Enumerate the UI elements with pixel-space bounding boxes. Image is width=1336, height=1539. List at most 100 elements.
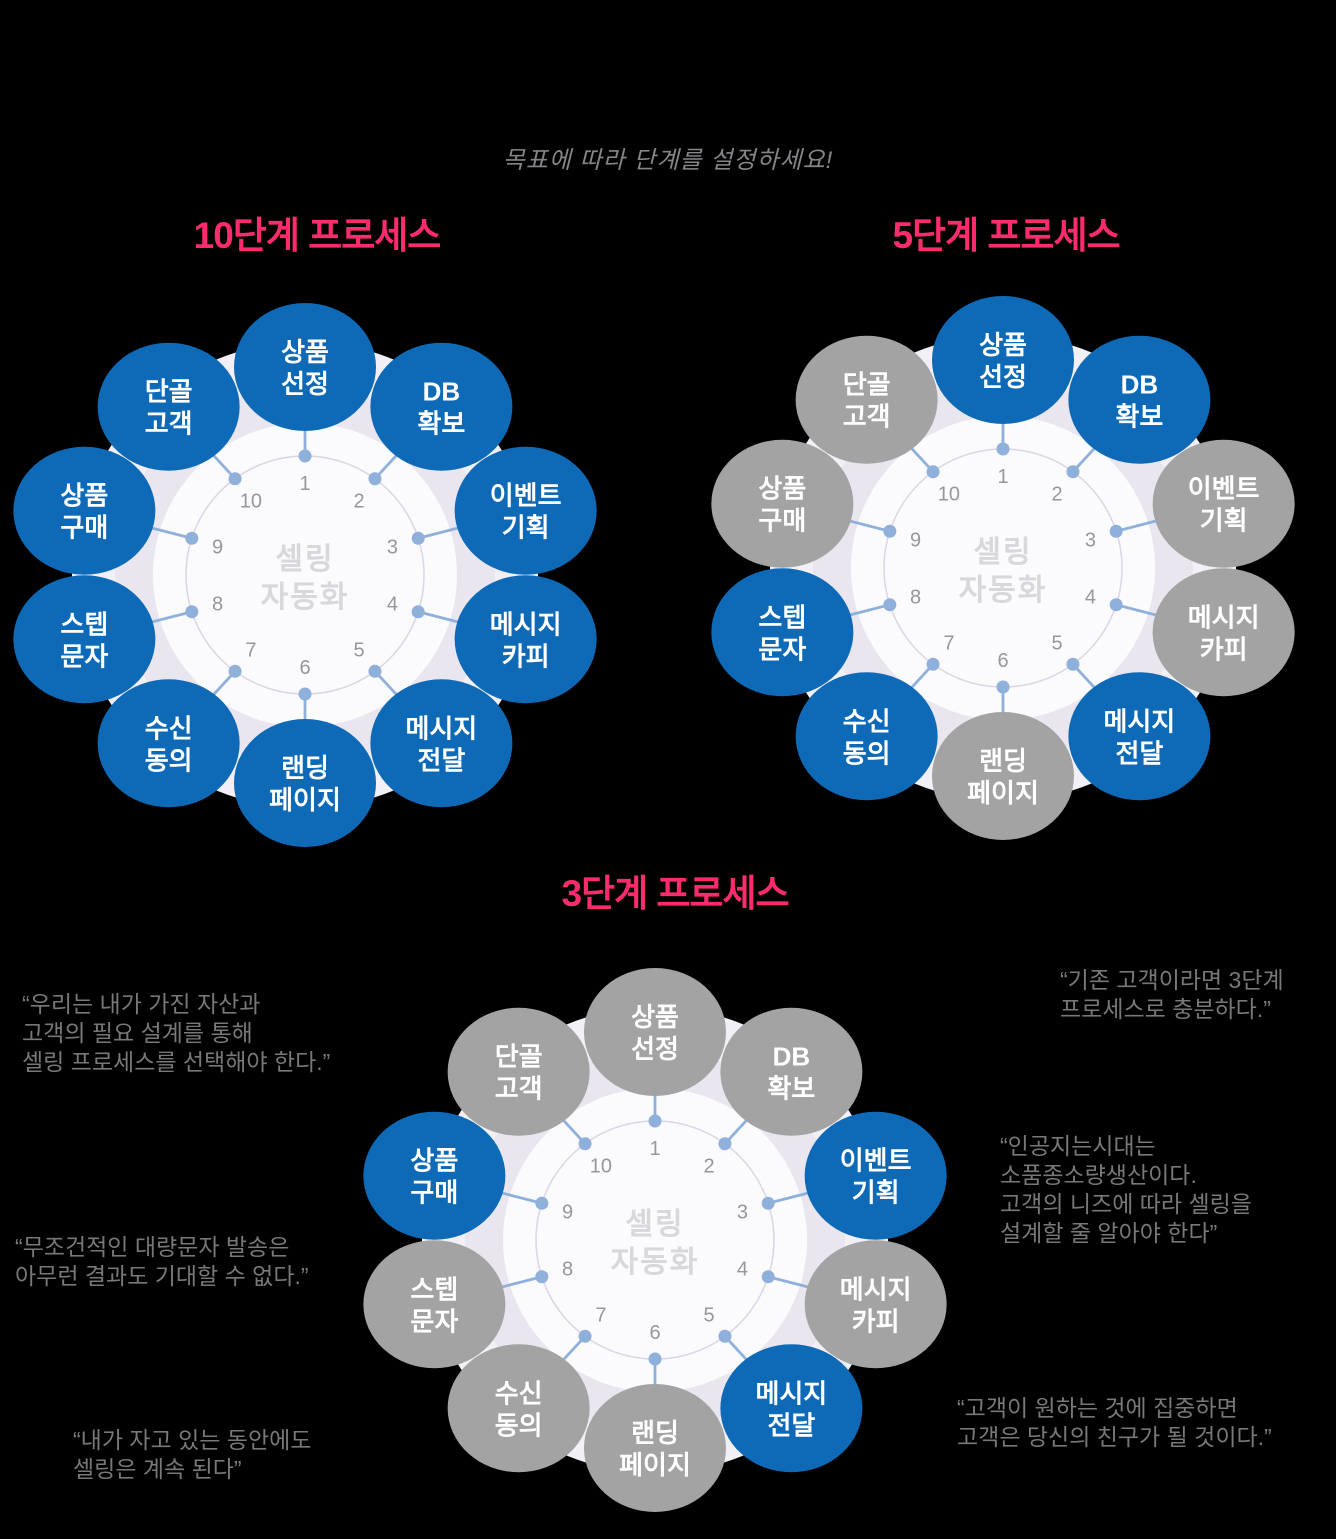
step-node-9-active: 상품 구매 bbox=[363, 1111, 506, 1240]
step-number: 2 bbox=[704, 1156, 715, 1178]
quote-line: 셀링 프로세스를 선택해야 한다.” bbox=[22, 1049, 331, 1075]
step-node-circle bbox=[720, 1007, 863, 1136]
step-node-circle bbox=[447, 1344, 590, 1473]
step-node-circle bbox=[584, 1384, 726, 1512]
tick-dot bbox=[1109, 598, 1123, 612]
tick-dot bbox=[1109, 524, 1123, 538]
step-node-circle bbox=[795, 335, 938, 464]
step-node-4-inactive: 메시지 카피 bbox=[1152, 568, 1295, 697]
step-node-circle bbox=[363, 1240, 506, 1369]
diagram-title-process-10: 10단계 프로세스 bbox=[193, 215, 442, 256]
quote-line: “인공지는시대는 bbox=[1000, 1133, 1156, 1159]
tick-dot bbox=[996, 680, 1010, 694]
step-number: 4 bbox=[1085, 586, 1096, 608]
step-number: 9 bbox=[212, 537, 223, 559]
step-label: 스텝 문자 bbox=[410, 1274, 458, 1336]
step-node-circle bbox=[1068, 335, 1211, 464]
tick-dot bbox=[883, 524, 897, 538]
step-label: DB 확보 bbox=[417, 377, 465, 439]
process-10-diagram: 1 2 3 4 5 6 7 8 9 10 셀링 자동화 상품 선정 DB 확보 이벤트 기획 메시지 카피 메시지 전달 랜… bbox=[0, 265, 615, 885]
step-node-circle bbox=[13, 575, 156, 704]
tick-dot bbox=[926, 657, 940, 671]
step-number: 8 bbox=[562, 1258, 573, 1280]
step-number: 7 bbox=[595, 1304, 606, 1326]
step-node-5-active: 메시지 전달 bbox=[720, 1344, 863, 1473]
subtitle: 목표에 따라 단계를 설정하세요! bbox=[502, 147, 834, 174]
quote-line: 아무런 결과도 기대할 수 없다.” bbox=[15, 1263, 309, 1289]
tick-dot bbox=[368, 664, 382, 678]
inner-circle bbox=[503, 1088, 807, 1392]
step-number: 6 bbox=[299, 657, 310, 679]
step-label: 메시지 카피 bbox=[1188, 602, 1260, 664]
step-node-8-active: 스텝 문자 bbox=[13, 575, 156, 704]
step-node-circle bbox=[1152, 568, 1295, 697]
quote-friend: “고객이 원하는 것에 집중하면 고객은 당신의 친구가 될 것이다.” bbox=[957, 1394, 1272, 1452]
step-label: 스텝 문자 bbox=[758, 602, 806, 664]
step-label: 수신 동의 bbox=[843, 706, 891, 768]
step-number: 6 bbox=[649, 1322, 660, 1344]
tick-dot bbox=[883, 598, 897, 612]
tick-dot bbox=[718, 1137, 732, 1151]
step-node-circle bbox=[234, 719, 376, 847]
step-number: 3 bbox=[737, 1202, 748, 1224]
step-label: 메시지 카피 bbox=[490, 609, 562, 671]
step-node-circle bbox=[234, 303, 376, 431]
step-label: 메시지 전달 bbox=[405, 713, 477, 775]
step-node-circle bbox=[13, 446, 156, 575]
step-node-circle bbox=[720, 1344, 863, 1473]
quote-line: 고객은 당신의 친구가 될 것이다.” bbox=[957, 1424, 1272, 1450]
inner-circle bbox=[153, 423, 457, 727]
quote-line: 고객의 니즈에 따라 셀링을 bbox=[1000, 1191, 1252, 1217]
quote-line: “우리는 내가 가진 자산과 bbox=[22, 991, 261, 1017]
step-node-3-inactive: 이벤트 기획 bbox=[1152, 439, 1295, 568]
quote-line: 설계할 줄 알아야 한다” bbox=[1000, 1220, 1218, 1246]
step-label: 단골 고객 bbox=[495, 1042, 543, 1104]
step-label: 상품 선정 bbox=[979, 330, 1027, 392]
step-label: 상품 구매 bbox=[758, 474, 806, 536]
step-node-4-inactive: 메시지 카피 bbox=[804, 1240, 947, 1369]
quote-line: 소품종소량생산이다. bbox=[1000, 1162, 1197, 1188]
step-node-circle bbox=[795, 672, 938, 801]
center-label: 셀링 자동화 bbox=[959, 536, 1048, 607]
step-number: 7 bbox=[245, 639, 256, 661]
step-number: 5 bbox=[1052, 632, 1063, 654]
diagram-title-process-3: 3단계 프로세스 bbox=[561, 873, 789, 914]
quote-line: 프로세스로 충분하다.” bbox=[1060, 996, 1271, 1022]
step-node-circle bbox=[804, 1111, 947, 1240]
center-label: 셀링 자동화 bbox=[611, 1208, 700, 1279]
step-label: 이벤트 기획 bbox=[1188, 474, 1260, 536]
step-label: 메시지 전달 bbox=[755, 1378, 827, 1440]
step-node-circle bbox=[370, 342, 513, 471]
step-label: 이벤트 기획 bbox=[490, 481, 562, 543]
step-label: 단골 고객 bbox=[145, 377, 193, 439]
step-number: 2 bbox=[354, 491, 365, 513]
step-node-1-active: 상품 선정 bbox=[234, 303, 376, 431]
step-label: 단골 고객 bbox=[843, 370, 891, 432]
tick-dot bbox=[648, 1352, 662, 1366]
step-node-1-inactive: 상품 선정 bbox=[584, 968, 726, 1096]
tick-dot bbox=[411, 531, 425, 545]
step-node-10-active: 단골 고객 bbox=[97, 342, 240, 471]
step-label: 랜딩 페이지 bbox=[269, 753, 341, 815]
process-5-diagram: 1 2 3 4 5 6 7 8 9 10 셀링 자동화 상품 선정 DB 확보 이벤트 기획 메시지 카피 메시지 전달 랜… bbox=[693, 258, 1313, 878]
step-label: 이벤트 기획 bbox=[840, 1146, 912, 1208]
step-node-7-active: 수신 동의 bbox=[97, 679, 240, 808]
center-label: 셀링 자동화 bbox=[261, 543, 350, 614]
step-node-6-inactive: 랜딩 페이지 bbox=[584, 1384, 726, 1512]
step-number: 9 bbox=[910, 530, 921, 552]
step-node-5-active: 메시지 전달 bbox=[1068, 672, 1211, 801]
step-node-6-inactive: 랜딩 페이지 bbox=[932, 712, 1074, 840]
step-label: 스텝 문자 bbox=[60, 609, 108, 671]
step-number: 9 bbox=[562, 1202, 573, 1224]
step-node-10-inactive: 단골 고객 bbox=[447, 1007, 590, 1136]
tick-dot bbox=[578, 1137, 592, 1151]
quote-line: 고객의 필요 설계를 통해 bbox=[22, 1020, 253, 1046]
step-number: 4 bbox=[387, 593, 398, 615]
step-node-circle bbox=[454, 575, 597, 704]
step-node-circle bbox=[97, 342, 240, 471]
step-node-3-active: 이벤트 기획 bbox=[804, 1111, 947, 1240]
